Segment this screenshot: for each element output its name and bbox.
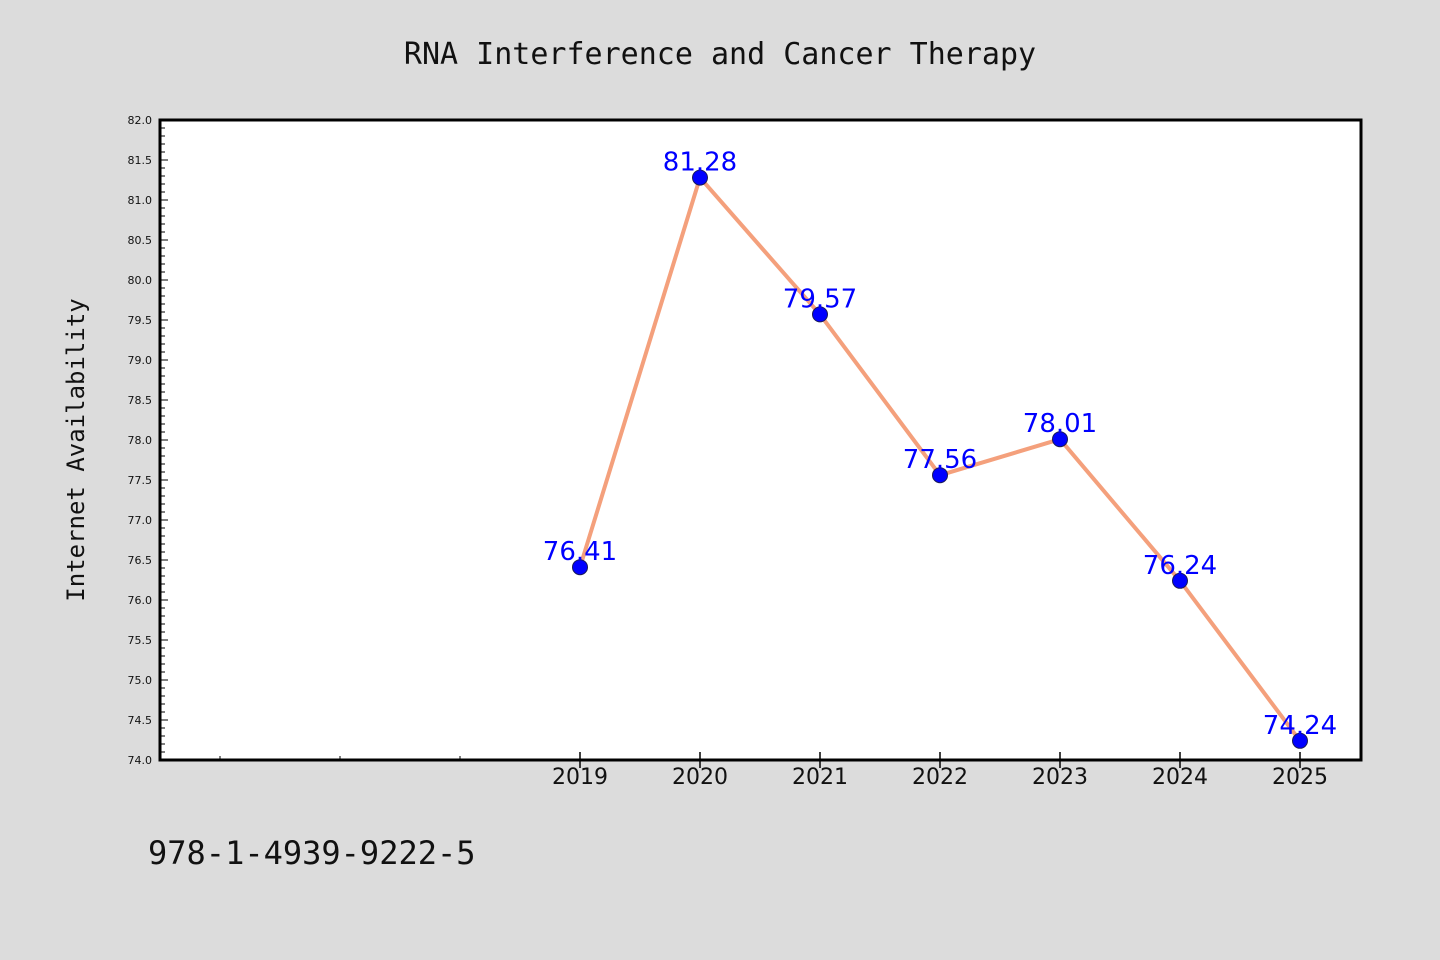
y-tick-label: 78.0 bbox=[128, 434, 153, 447]
x-axis: 2019 2020 2021 2022 2023 2024 2025 bbox=[219, 752, 1328, 790]
data-point bbox=[1172, 572, 1188, 589]
footer-isbn: 978-1-4939-9222-5 bbox=[148, 834, 476, 872]
y-tick-label: 76.0 bbox=[128, 594, 153, 607]
y-tick-label: 80.0 bbox=[128, 274, 153, 287]
data-point bbox=[812, 306, 828, 323]
data-point bbox=[932, 467, 948, 484]
y-tick-label: 81.5 bbox=[128, 154, 153, 167]
y-tick-label: 77.0 bbox=[128, 514, 153, 527]
y-tick-label: 75.0 bbox=[128, 674, 153, 687]
data-label: 79.57 bbox=[783, 284, 857, 314]
y-tick-label: 81.0 bbox=[128, 194, 153, 207]
y-tick-label: 75.5 bbox=[128, 634, 153, 647]
x-tick-label: 2022 bbox=[912, 765, 968, 790]
y-tick-label: 82.0 bbox=[128, 114, 153, 127]
y-tick-label: 80.5 bbox=[128, 234, 153, 247]
data-point bbox=[1052, 431, 1068, 448]
y-tick-label: 74.5 bbox=[128, 714, 153, 727]
plot-area bbox=[158, 118, 1363, 762]
y-axis: 74.0 74.5 75.0 75.5 76.0 76.5 77.0 77.5 78.0 78.5… bbox=[128, 114, 168, 767]
data-label: 74.24 bbox=[1263, 711, 1337, 741]
data-label: 78.01 bbox=[1023, 409, 1097, 439]
data-label: 77.56 bbox=[903, 445, 977, 475]
chart-title: RNA Interference and Cancer Therapy bbox=[404, 37, 1036, 72]
data-label: 76.41 bbox=[543, 537, 617, 567]
data-point bbox=[1292, 732, 1308, 749]
y-tick-label: 79.0 bbox=[128, 354, 153, 367]
y-tick-label: 78.5 bbox=[128, 394, 153, 407]
series-points-group bbox=[572, 169, 1308, 749]
x-tick-label: 2024 bbox=[1152, 765, 1208, 790]
y-tick-label: 74.0 bbox=[128, 754, 153, 767]
data-point bbox=[692, 169, 708, 186]
data-label: 76.24 bbox=[1143, 551, 1217, 581]
data-point bbox=[572, 559, 588, 576]
y-tick-label: 79.5 bbox=[128, 314, 153, 327]
x-tick-label: 2023 bbox=[1032, 765, 1088, 790]
data-labels-group: 76.41 81.28 79.57 77.56 78.01 76.24 74.24 bbox=[543, 148, 1337, 741]
y-tick-label: 77.5 bbox=[128, 474, 153, 487]
data-label: 81.28 bbox=[663, 148, 737, 178]
x-tick-label: 2021 bbox=[792, 765, 848, 790]
x-tick-label: 2025 bbox=[1272, 765, 1328, 790]
y-tick-label: 76.5 bbox=[128, 554, 153, 567]
y-axis-label: Internet Availability bbox=[62, 298, 90, 601]
x-tick-label: 2019 bbox=[552, 765, 608, 790]
x-tick-label: 2020 bbox=[672, 765, 728, 790]
